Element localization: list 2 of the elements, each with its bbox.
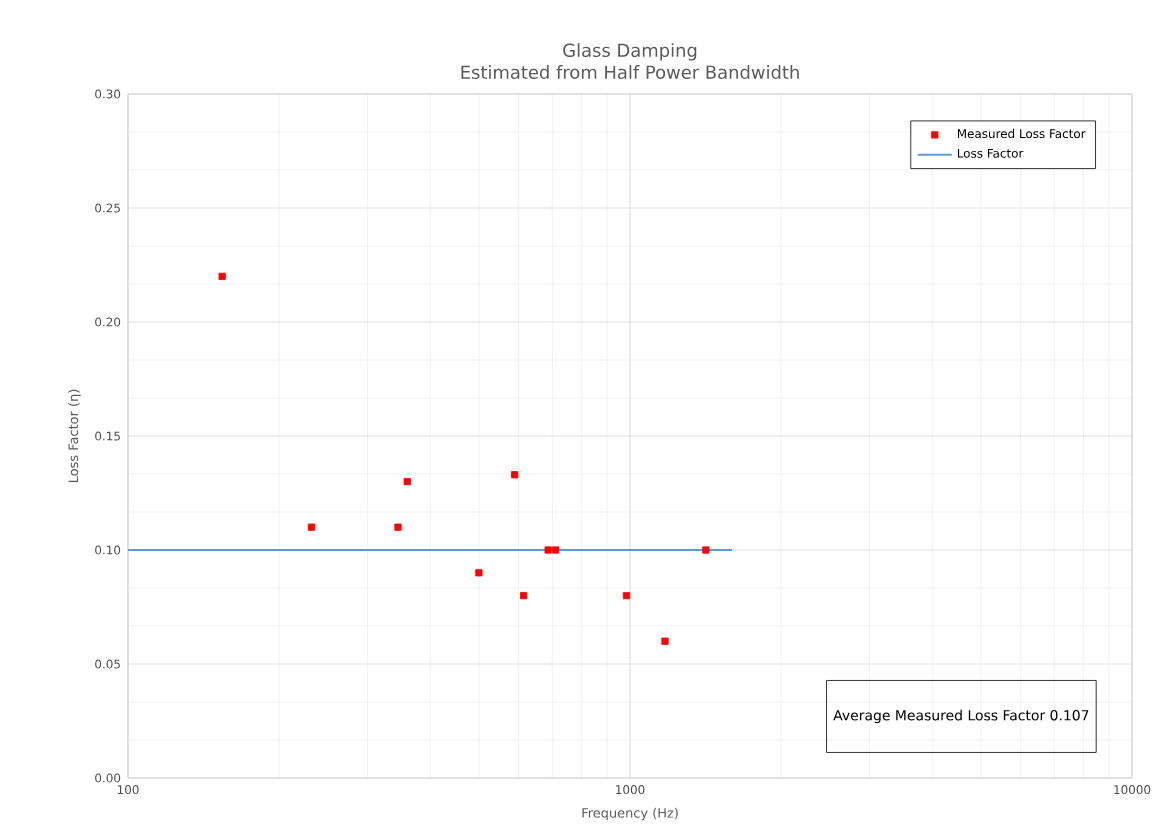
chart-title: Glass Damping bbox=[563, 43, 697, 61]
chart-subtitle: Estimated from Half Power Bandwidth bbox=[461, 65, 799, 79]
